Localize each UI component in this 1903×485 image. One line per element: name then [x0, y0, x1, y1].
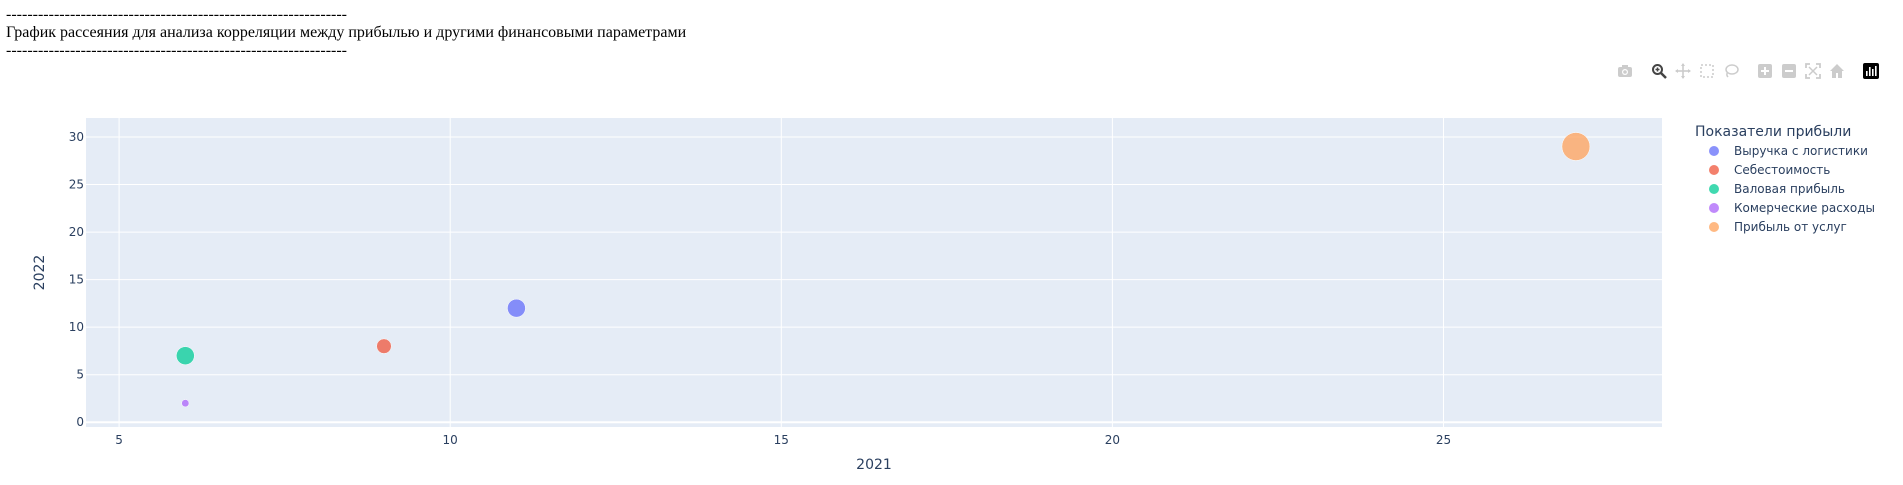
legend-label: Выручка с логистики	[1734, 144, 1868, 158]
legend-label: Комерческие расходы	[1734, 201, 1875, 215]
axis-ticks: 5 10 15 20 25 0 5 10 15 20 25 30	[69, 130, 1451, 447]
zoom-icon[interactable]	[1649, 61, 1669, 81]
legend-label: Себестоимость	[1734, 163, 1830, 177]
plotly-logo-icon[interactable]	[1861, 61, 1881, 81]
legend-item[interactable]: Комерческие расходы	[1709, 201, 1875, 215]
x-tick-label: 10	[443, 433, 458, 447]
legend-marker	[1709, 146, 1719, 156]
legend-marker	[1709, 165, 1719, 175]
scatter-point[interactable]	[181, 399, 190, 408]
zoom-in-icon[interactable]	[1755, 61, 1775, 81]
legend-marker	[1709, 222, 1719, 232]
legend: Выручка с логистики Себестоимость Валовая …	[1709, 144, 1875, 234]
data-points	[176, 132, 1591, 408]
y-axis-title: 2022	[32, 255, 48, 291]
x-tick-label: 25	[1436, 433, 1451, 447]
y-tick-label: 0	[76, 415, 84, 429]
y-tick-label: 15	[69, 273, 84, 287]
x-axis-title: 2021	[856, 457, 892, 473]
pan-icon[interactable]	[1673, 61, 1693, 81]
legend-marker	[1709, 184, 1719, 194]
y-tick-label: 20	[69, 225, 84, 239]
y-tick-label: 10	[69, 320, 84, 334]
scatter-point[interactable]	[176, 346, 195, 365]
heading-rule-bottom: ----------------------------------------…	[6, 42, 347, 59]
camera-icon[interactable]	[1615, 61, 1635, 81]
legend-item[interactable]: Себестоимость	[1709, 163, 1830, 177]
scatter-point[interactable]	[507, 298, 526, 318]
y-tick-label: 30	[69, 130, 84, 144]
reset-axes-icon[interactable]	[1827, 61, 1847, 81]
legend-item[interactable]: Валовая прибыль	[1709, 182, 1845, 196]
scatter-point[interactable]	[1561, 132, 1591, 161]
page-title: График рассеяния для анализа корреляции …	[6, 24, 687, 41]
x-tick-label: 15	[774, 433, 789, 447]
legend-label: Прибыль от услуг	[1734, 220, 1847, 234]
autoscale-icon[interactable]	[1803, 61, 1823, 81]
box-select-icon[interactable]	[1697, 61, 1717, 81]
legend-item[interactable]: Прибыль от услуг	[1709, 220, 1847, 234]
lasso-select-icon[interactable]	[1721, 61, 1741, 81]
heading-rule-top: ----------------------------------------…	[6, 6, 347, 23]
page-heading: ----------------------------------------…	[6, 6, 686, 60]
legend-label: Валовая прибыль	[1734, 182, 1845, 196]
legend-title: Показатели прибыли	[1695, 124, 1851, 140]
legend-marker	[1709, 203, 1719, 213]
modebar	[1613, 60, 1883, 82]
grid-lines	[86, 118, 1662, 427]
scatter-point[interactable]	[376, 338, 392, 354]
y-tick-label: 25	[69, 178, 84, 192]
plot-area	[86, 118, 1662, 427]
zoom-out-icon[interactable]	[1779, 61, 1799, 81]
x-tick-label: 5	[115, 433, 123, 447]
legend-item[interactable]: Выручка с логистики	[1709, 144, 1868, 158]
x-tick-label: 20	[1105, 433, 1120, 447]
y-tick-label: 5	[76, 368, 84, 382]
